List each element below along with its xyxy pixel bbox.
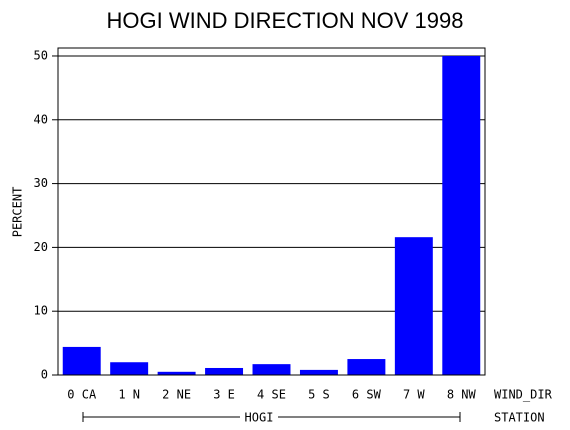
x-tick-label: 4 SE <box>257 388 286 402</box>
x-axis-label: WIND_DIR <box>494 388 553 402</box>
x-tick-label: 2 NE <box>162 388 191 402</box>
bar <box>394 237 433 375</box>
y-tick-label: 50 <box>34 48 48 62</box>
bar <box>347 359 386 375</box>
x-tick-label: 0 CA <box>67 388 97 402</box>
y-tick-label: 30 <box>34 176 48 190</box>
x-tick-label: 8 NW <box>447 388 477 402</box>
bar <box>252 364 291 375</box>
chart-title: HOGI WIND DIRECTION NOV 1998 <box>107 8 464 33</box>
bar <box>299 369 338 375</box>
bar <box>110 362 149 375</box>
y-tick-label: 20 <box>34 240 48 254</box>
y-tick-label: 0 <box>41 368 48 382</box>
bar <box>205 367 244 375</box>
bar <box>62 346 101 375</box>
bar <box>442 55 481 375</box>
group-label: HOGI <box>245 411 274 425</box>
x-tick-label: 7 W <box>403 388 425 402</box>
x-tick-label: 1 N <box>118 388 140 402</box>
y-tick-label: 10 <box>34 304 48 318</box>
y-tick-label: 40 <box>34 112 48 126</box>
plot-frame <box>57 47 486 376</box>
group-axis-label: STATION <box>494 411 545 425</box>
bar <box>157 371 196 375</box>
x-tick-label: 6 SW <box>352 388 382 402</box>
y-axis-label: PERCENT <box>11 187 25 238</box>
x-tick-label: 5 S <box>308 388 330 402</box>
x-tick-label: 3 E <box>213 388 235 402</box>
